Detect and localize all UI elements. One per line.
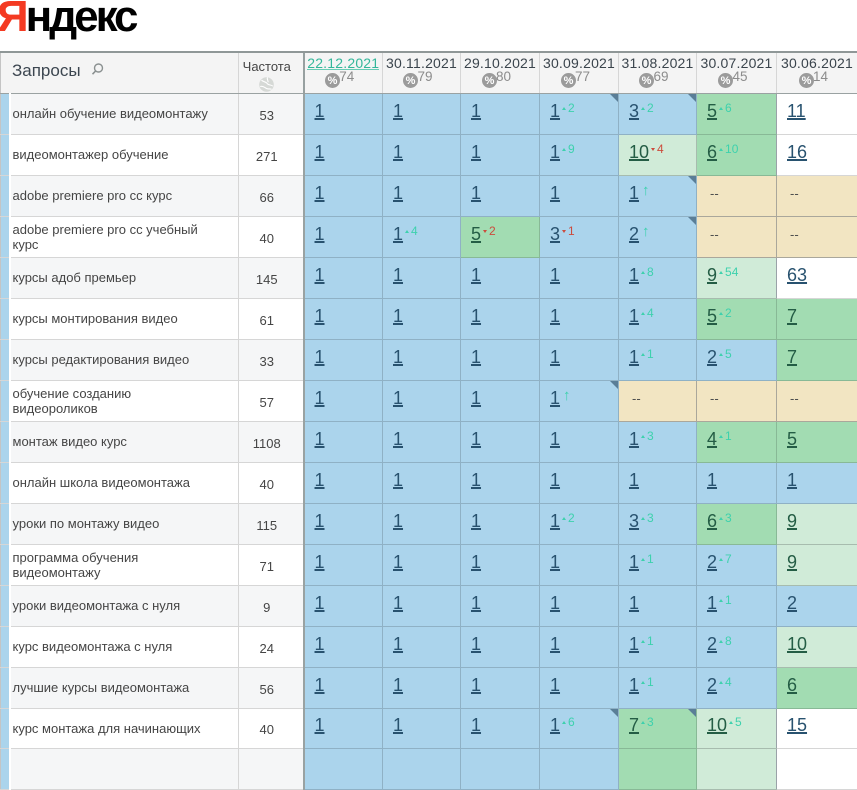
svg-text:%: % <box>721 75 731 87</box>
svg-text:%: % <box>328 75 338 87</box>
svg-text:%: % <box>564 75 574 87</box>
svg-text:%: % <box>485 75 495 87</box>
svg-text:%: % <box>406 75 416 87</box>
svg-text:%: % <box>802 75 812 87</box>
svg-text:%: % <box>642 75 652 87</box>
